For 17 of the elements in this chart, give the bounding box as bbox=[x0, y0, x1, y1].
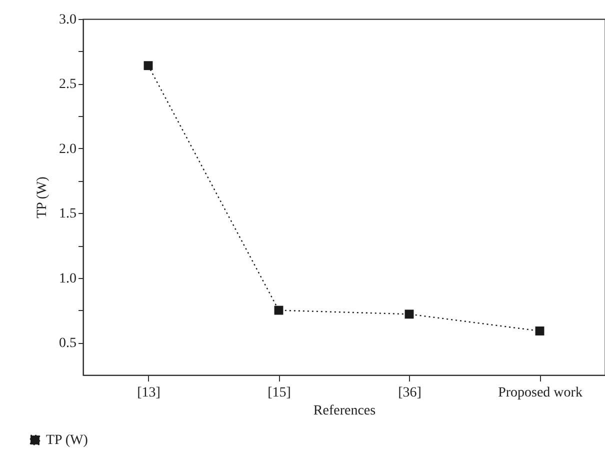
text: 3.0 bbox=[59, 12, 76, 28]
x-tick-label: [13] bbox=[137, 386, 160, 400]
x-tick-label: [15] bbox=[268, 386, 291, 400]
x-tick-label: Proposed work bbox=[498, 386, 582, 400]
point bbox=[144, 61, 153, 70]
point bbox=[404, 310, 414, 319]
y-tick-label: 0.5 bbox=[59, 336, 76, 352]
x-axis-title: References bbox=[313, 404, 376, 418]
point bbox=[535, 326, 544, 336]
y-tick-label: 1.5 bbox=[59, 206, 76, 222]
y-axis-title: TP (W) bbox=[35, 176, 50, 218]
point bbox=[274, 306, 284, 315]
legend-label: TP (W) bbox=[46, 433, 88, 448]
text: 1.0 bbox=[59, 271, 76, 286]
y-tick-label: 2.5 bbox=[59, 77, 76, 92]
x-tick-label: [36] bbox=[398, 386, 422, 400]
text: 2.0 bbox=[59, 142, 76, 157]
